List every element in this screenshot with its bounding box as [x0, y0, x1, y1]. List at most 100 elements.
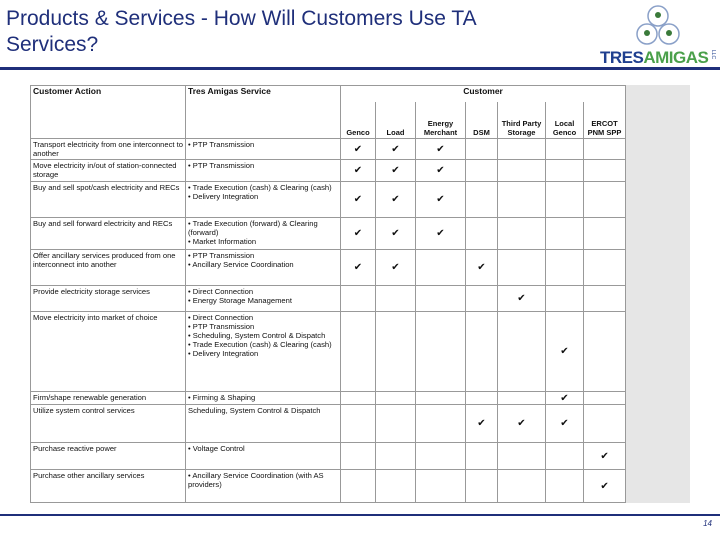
- logo-suffix: LLC: [710, 50, 716, 60]
- check-mark: ✔: [391, 228, 400, 239]
- check-cell: [582, 285, 627, 312]
- check-cell: ✔: [465, 404, 498, 443]
- check-cell: ✔: [340, 217, 376, 250]
- check-cell: [497, 442, 546, 470]
- check-cell: [465, 469, 498, 503]
- service-cell: • Trade Execution (forward) & Clearing (…: [185, 217, 341, 250]
- service-cell: • Trade Execution (cash) & Clearing (cas…: [185, 181, 341, 218]
- check-cell: [545, 159, 584, 182]
- check-cell: [497, 217, 546, 250]
- check-mark: ✔: [436, 143, 445, 155]
- check-mark: ✔: [477, 262, 486, 273]
- service-item: • Trade Execution (cash) & Clearing (cas…: [188, 183, 332, 192]
- check-cell: ✔: [375, 249, 416, 286]
- service-cell: • Direct Connection • PTP Transmission • S…: [185, 311, 341, 392]
- service-item: • Direct Connection: [188, 287, 254, 296]
- column-header: Customer Action: [30, 85, 186, 102]
- service-cell: • PTP Transmission • Ancillary Service Co…: [185, 249, 341, 286]
- check-cell: [582, 159, 627, 182]
- logo: TRESAMIGAS LLC: [596, 4, 720, 68]
- footer-rule: [0, 514, 720, 516]
- service-item: • Energy Storage Management: [188, 296, 292, 305]
- check-cell: ✔: [415, 181, 466, 218]
- check-cell: ✔: [582, 469, 627, 503]
- check-mark: ✔: [353, 143, 363, 155]
- logo-text: TRES: [600, 48, 644, 67]
- check-cell: [415, 249, 466, 286]
- service-item: • Voltage Control: [188, 444, 245, 453]
- page-number: 14: [703, 519, 712, 528]
- customer-column: Local Genco: [545, 101, 584, 139]
- check-cell: [375, 391, 416, 405]
- table-row: Buy and sell forward electricity and REC…: [30, 217, 627, 250]
- check-cell: ✔: [340, 249, 376, 286]
- check-mark: ✔: [517, 293, 526, 304]
- table-row: Purchase reactive power • Voltage Control…: [30, 442, 627, 470]
- check-cell: ✔: [375, 138, 416, 160]
- check-cell: [415, 391, 466, 405]
- table-row: Offer ancillary services produced from o…: [30, 249, 627, 286]
- customer-column: Energy Merchant: [415, 101, 466, 139]
- blank-header: [185, 101, 341, 139]
- check-cell: ✔: [375, 159, 416, 182]
- check-cell: [375, 285, 416, 312]
- blank-header: [30, 101, 186, 139]
- check-mark: ✔: [600, 450, 609, 462]
- check-cell: [497, 249, 546, 286]
- check-cell: [415, 285, 466, 312]
- check-cell: ✔: [340, 138, 376, 160]
- check-cell: ✔: [497, 404, 546, 443]
- check-cell: ✔: [545, 404, 584, 443]
- customer-action: Move electricity into market of choice: [30, 311, 186, 392]
- service-cell: • Ancillary Service Coordination (with A…: [185, 469, 341, 503]
- check-cell: [545, 442, 584, 470]
- customer-action: Buy and sell spot/cash electricity and R…: [30, 181, 186, 218]
- check-cell: [497, 159, 546, 182]
- check-mark: ✔: [353, 262, 363, 273]
- check-mark: ✔: [436, 194, 445, 205]
- customer-column: Genco: [340, 101, 376, 139]
- customer-action: Transport electricity from one interconn…: [30, 138, 186, 160]
- check-mark: ✔: [353, 228, 363, 239]
- table-row: Move electricity in/out of station-conne…: [30, 159, 627, 182]
- customer-column: DSM: [465, 101, 498, 139]
- service-cell: • Voltage Control: [185, 442, 341, 470]
- service-item: • Delivery Integration: [188, 192, 259, 201]
- check-mark: ✔: [436, 228, 445, 239]
- check-mark: ✔: [560, 346, 569, 357]
- check-mark: ✔: [353, 165, 363, 176]
- check-cell: [545, 285, 584, 312]
- customer-action: Utilize system control services: [30, 404, 186, 443]
- check-cell: ✔: [582, 442, 627, 470]
- check-cell: [465, 217, 498, 250]
- check-cell: ✔: [465, 249, 498, 286]
- service-item: • PTP Transmission: [188, 322, 255, 331]
- check-cell: [582, 249, 627, 286]
- service-item: • Ancillary Service Coordination (with A…: [188, 471, 324, 489]
- services-table: Customer Action Tres Amigas Service Custom…: [30, 85, 627, 503]
- check-cell: ✔: [375, 217, 416, 250]
- service-item: • Market Information: [188, 237, 257, 246]
- check-cell: ✔: [415, 159, 466, 182]
- check-cell: ✔: [375, 181, 416, 218]
- slide-title: Products & Services - How Will Customers…: [6, 7, 476, 56]
- service-item: • Ancillary Service Coordination: [188, 260, 294, 269]
- check-cell: [465, 138, 498, 160]
- customer-column: ERCOT PNM SPP: [582, 101, 627, 139]
- check-cell: ✔: [415, 217, 466, 250]
- check-cell: [465, 285, 498, 312]
- header-rule: [0, 67, 720, 70]
- check-cell: [582, 138, 627, 160]
- check-cell: [465, 159, 498, 182]
- check-mark: ✔: [436, 165, 445, 176]
- check-cell: ✔: [497, 285, 546, 312]
- customer-action: Purchase reactive power: [30, 442, 186, 470]
- check-cell: [465, 311, 498, 392]
- check-cell: [497, 311, 546, 392]
- check-cell: [340, 442, 376, 470]
- check-mark: ✔: [391, 194, 400, 205]
- check-mark: ✔: [477, 418, 486, 429]
- check-cell: ✔: [545, 311, 584, 392]
- table-row: Utilize system control services Schedulin…: [30, 404, 627, 443]
